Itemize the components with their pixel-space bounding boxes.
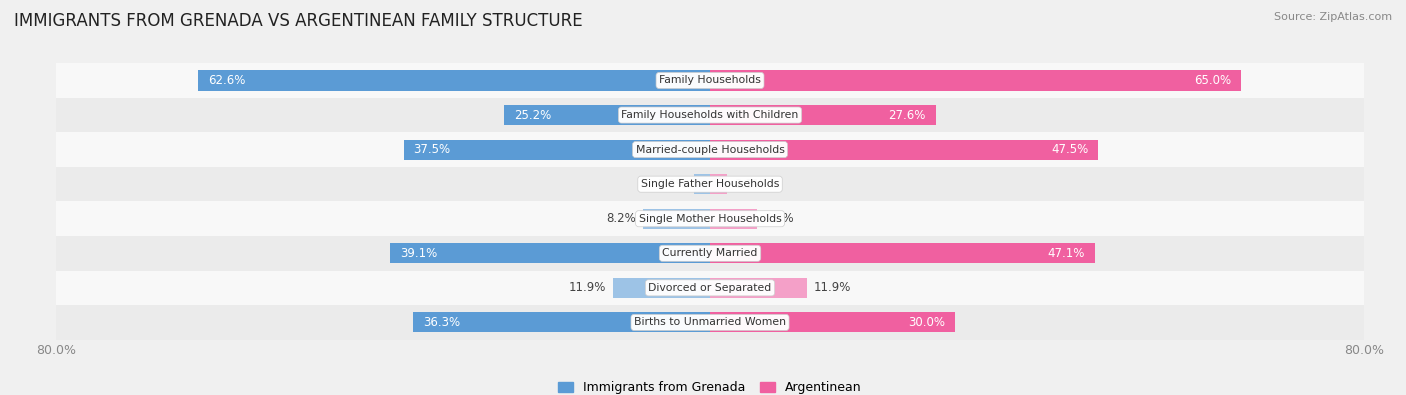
Bar bbox=[56, 63, 1364, 98]
Bar bbox=[710, 174, 727, 194]
Text: 65.0%: 65.0% bbox=[1194, 74, 1232, 87]
Bar bbox=[613, 278, 710, 298]
Bar bbox=[710, 105, 935, 125]
Text: 47.5%: 47.5% bbox=[1052, 143, 1088, 156]
Bar bbox=[710, 139, 1098, 160]
Text: 2.0%: 2.0% bbox=[658, 178, 688, 191]
Text: 25.2%: 25.2% bbox=[515, 109, 551, 122]
Text: 62.6%: 62.6% bbox=[208, 74, 246, 87]
Bar bbox=[710, 70, 1241, 90]
Text: Currently Married: Currently Married bbox=[662, 248, 758, 258]
Text: 39.1%: 39.1% bbox=[401, 247, 437, 260]
Text: Single Mother Households: Single Mother Households bbox=[638, 214, 782, 224]
Bar bbox=[56, 271, 1364, 305]
Bar bbox=[56, 98, 1364, 132]
Bar bbox=[413, 312, 710, 333]
Bar bbox=[56, 236, 1364, 271]
Text: 47.1%: 47.1% bbox=[1047, 247, 1085, 260]
Bar bbox=[710, 278, 807, 298]
Text: IMMIGRANTS FROM GRENADA VS ARGENTINEAN FAMILY STRUCTURE: IMMIGRANTS FROM GRENADA VS ARGENTINEAN F… bbox=[14, 12, 582, 30]
Text: Family Households: Family Households bbox=[659, 75, 761, 85]
Bar bbox=[56, 201, 1364, 236]
Bar bbox=[56, 305, 1364, 340]
Text: 2.1%: 2.1% bbox=[734, 178, 763, 191]
Bar bbox=[56, 167, 1364, 201]
Bar bbox=[391, 243, 710, 263]
Bar bbox=[710, 243, 1095, 263]
Text: 27.6%: 27.6% bbox=[889, 109, 925, 122]
Text: Divorced or Separated: Divorced or Separated bbox=[648, 283, 772, 293]
Text: 30.0%: 30.0% bbox=[908, 316, 945, 329]
Bar bbox=[505, 105, 710, 125]
Text: Family Households with Children: Family Households with Children bbox=[621, 110, 799, 120]
Text: Married-couple Households: Married-couple Households bbox=[636, 145, 785, 154]
Text: 5.8%: 5.8% bbox=[763, 212, 793, 225]
Bar bbox=[404, 139, 710, 160]
Text: Single Father Households: Single Father Households bbox=[641, 179, 779, 189]
Text: 11.9%: 11.9% bbox=[814, 281, 851, 294]
Bar bbox=[56, 132, 1364, 167]
Text: Source: ZipAtlas.com: Source: ZipAtlas.com bbox=[1274, 12, 1392, 22]
Text: 37.5%: 37.5% bbox=[413, 143, 450, 156]
Bar bbox=[198, 70, 710, 90]
Bar bbox=[710, 312, 955, 333]
Legend: Immigrants from Grenada, Argentinean: Immigrants from Grenada, Argentinean bbox=[558, 381, 862, 394]
Bar bbox=[643, 209, 710, 229]
Text: 8.2%: 8.2% bbox=[607, 212, 637, 225]
Text: 36.3%: 36.3% bbox=[423, 316, 460, 329]
Bar bbox=[693, 174, 710, 194]
Text: Births to Unmarried Women: Births to Unmarried Women bbox=[634, 318, 786, 327]
Text: 11.9%: 11.9% bbox=[569, 281, 606, 294]
Bar bbox=[710, 209, 758, 229]
